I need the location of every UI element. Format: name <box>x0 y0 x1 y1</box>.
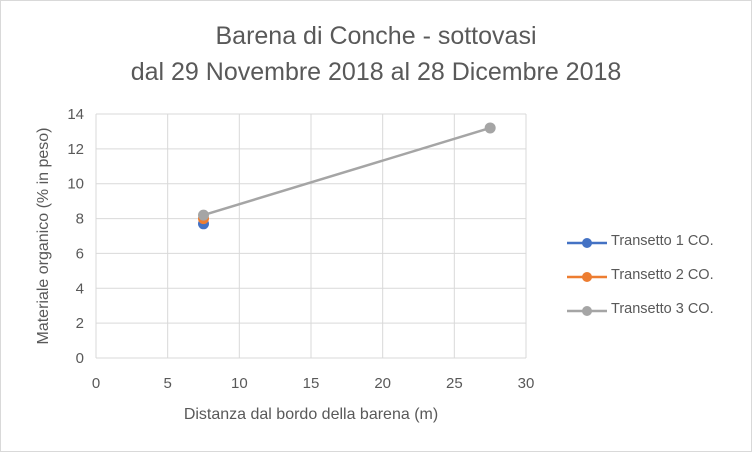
y-tick-label: 8 <box>76 211 84 228</box>
legend-dot <box>582 306 592 316</box>
x-tick-label: 30 <box>518 375 535 392</box>
y-axis-title: Materiale organico (% in peso) <box>35 128 52 345</box>
series-3-point <box>484 122 496 134</box>
y-tick-label: 10 <box>67 176 84 193</box>
series-line-3 <box>203 126 491 217</box>
chart-title-line-1: Barena di Conche - sottovasi <box>215 22 537 50</box>
x-tick-label: 20 <box>374 375 391 392</box>
legend-marker <box>567 238 607 248</box>
chart-title-line-2: dal 29 Novembre 2018 al 28 Dicembre 2018 <box>130 58 622 86</box>
y-tick-label: 2 <box>76 315 84 332</box>
series-3-point <box>198 209 209 221</box>
y-tick-label: 6 <box>76 245 84 262</box>
legend-marker <box>567 306 607 316</box>
legend-label: Transetto 1 CO. <box>611 233 714 249</box>
legend-label: Transetto 3 CO. <box>611 301 714 317</box>
x-tick-label: 5 <box>163 375 171 392</box>
y-tick-label: 12 <box>67 141 84 158</box>
x-axis-title: Distanza dal bordo della barena (m) <box>184 406 438 423</box>
x-tick-label: 0 <box>92 375 100 392</box>
y-tick-label: 0 <box>76 350 84 367</box>
legend-dot <box>582 238 592 248</box>
y-tick-label: 4 <box>76 280 84 297</box>
legend-dot <box>582 272 592 282</box>
x-tick-label: 25 <box>446 375 463 392</box>
y-tick-label: 14 <box>67 106 84 123</box>
x-tick-label: 15 <box>303 375 320 392</box>
x-tick-label: 10 <box>231 375 248 392</box>
legend-marker <box>567 272 607 282</box>
legend-label: Transetto 2 CO. <box>611 267 714 283</box>
